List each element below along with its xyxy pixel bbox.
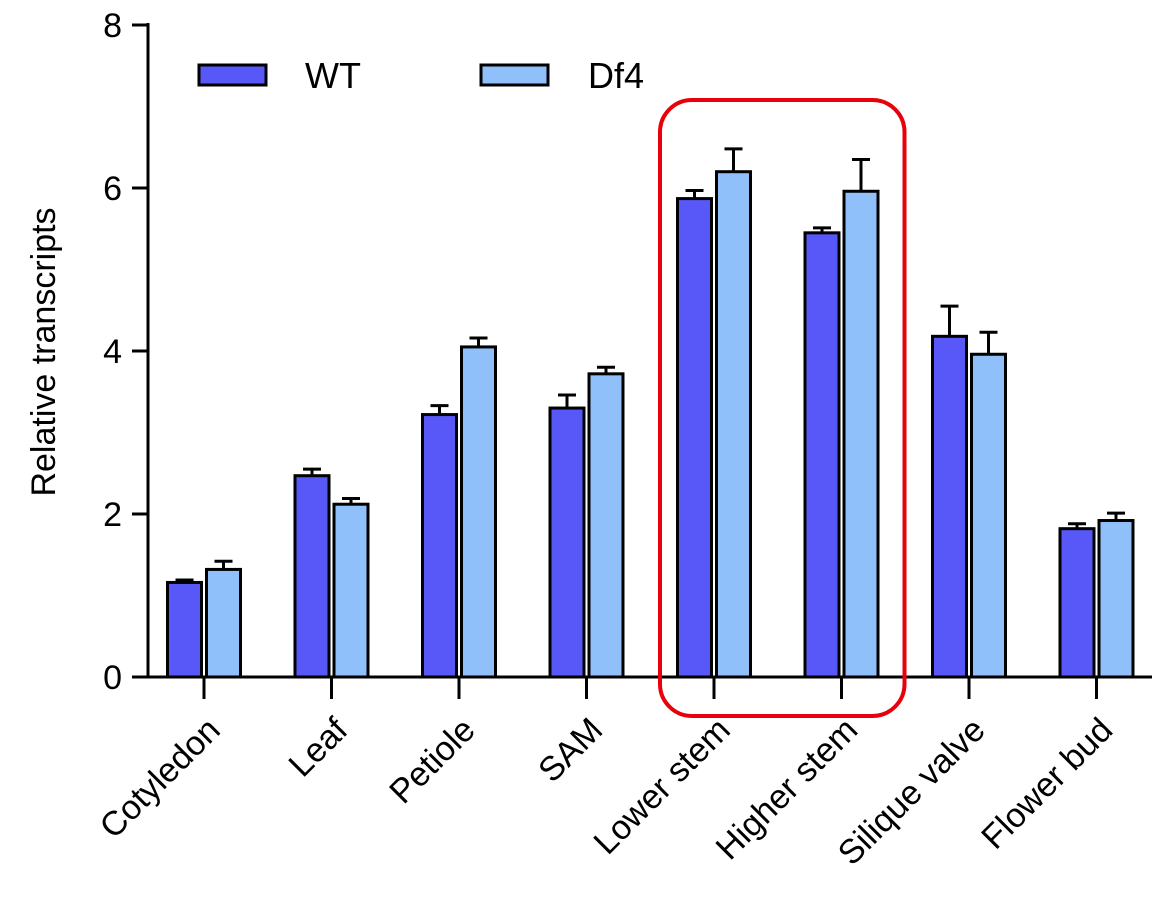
bar-df4-2 [460,345,497,679]
bar-wt-6 [931,334,968,679]
highlight-layer [658,98,907,718]
bar-df4-3 [587,372,625,679]
bar-wt-2 [421,413,458,679]
category-label: Petiole [382,711,482,811]
bar-df4-4 [715,170,752,679]
y-tick-label: 4 [103,333,122,371]
bar-df4-7 [1097,519,1135,679]
legend-swatch-wt [197,63,268,87]
legend-swatch-df4 [479,63,550,87]
highlight-box [658,98,907,718]
legend-label-df4: Df4 [588,55,644,96]
legend: WT Df4 [197,55,644,96]
bar-df4-6 [970,352,1007,679]
category-label: Flower bud [974,711,1120,857]
bar-wt-0 [166,580,203,679]
bars-layer [166,147,1135,679]
category-label: SAM [531,711,610,790]
bar-df4-1 [332,502,370,679]
y-tick-label: 6 [103,170,122,208]
bar-wt-4 [676,197,713,679]
y-tick-label: 2 [103,496,122,534]
bar-df4-5 [842,189,880,679]
y-axis-title: Relative transcripts [25,207,63,496]
bar-wt-7 [1058,527,1096,679]
category-label: Leaf [281,710,355,784]
y-tick-label: 8 [103,7,122,45]
bar-wt-1 [293,474,331,679]
bar-wt-3 [548,406,586,679]
y-tick-label: 0 [103,659,122,697]
legend-label-wt: WT [305,55,361,96]
category-label: Cotyledon [93,711,228,846]
bar-wt-5 [803,231,841,679]
bar-df4-0 [205,567,242,679]
